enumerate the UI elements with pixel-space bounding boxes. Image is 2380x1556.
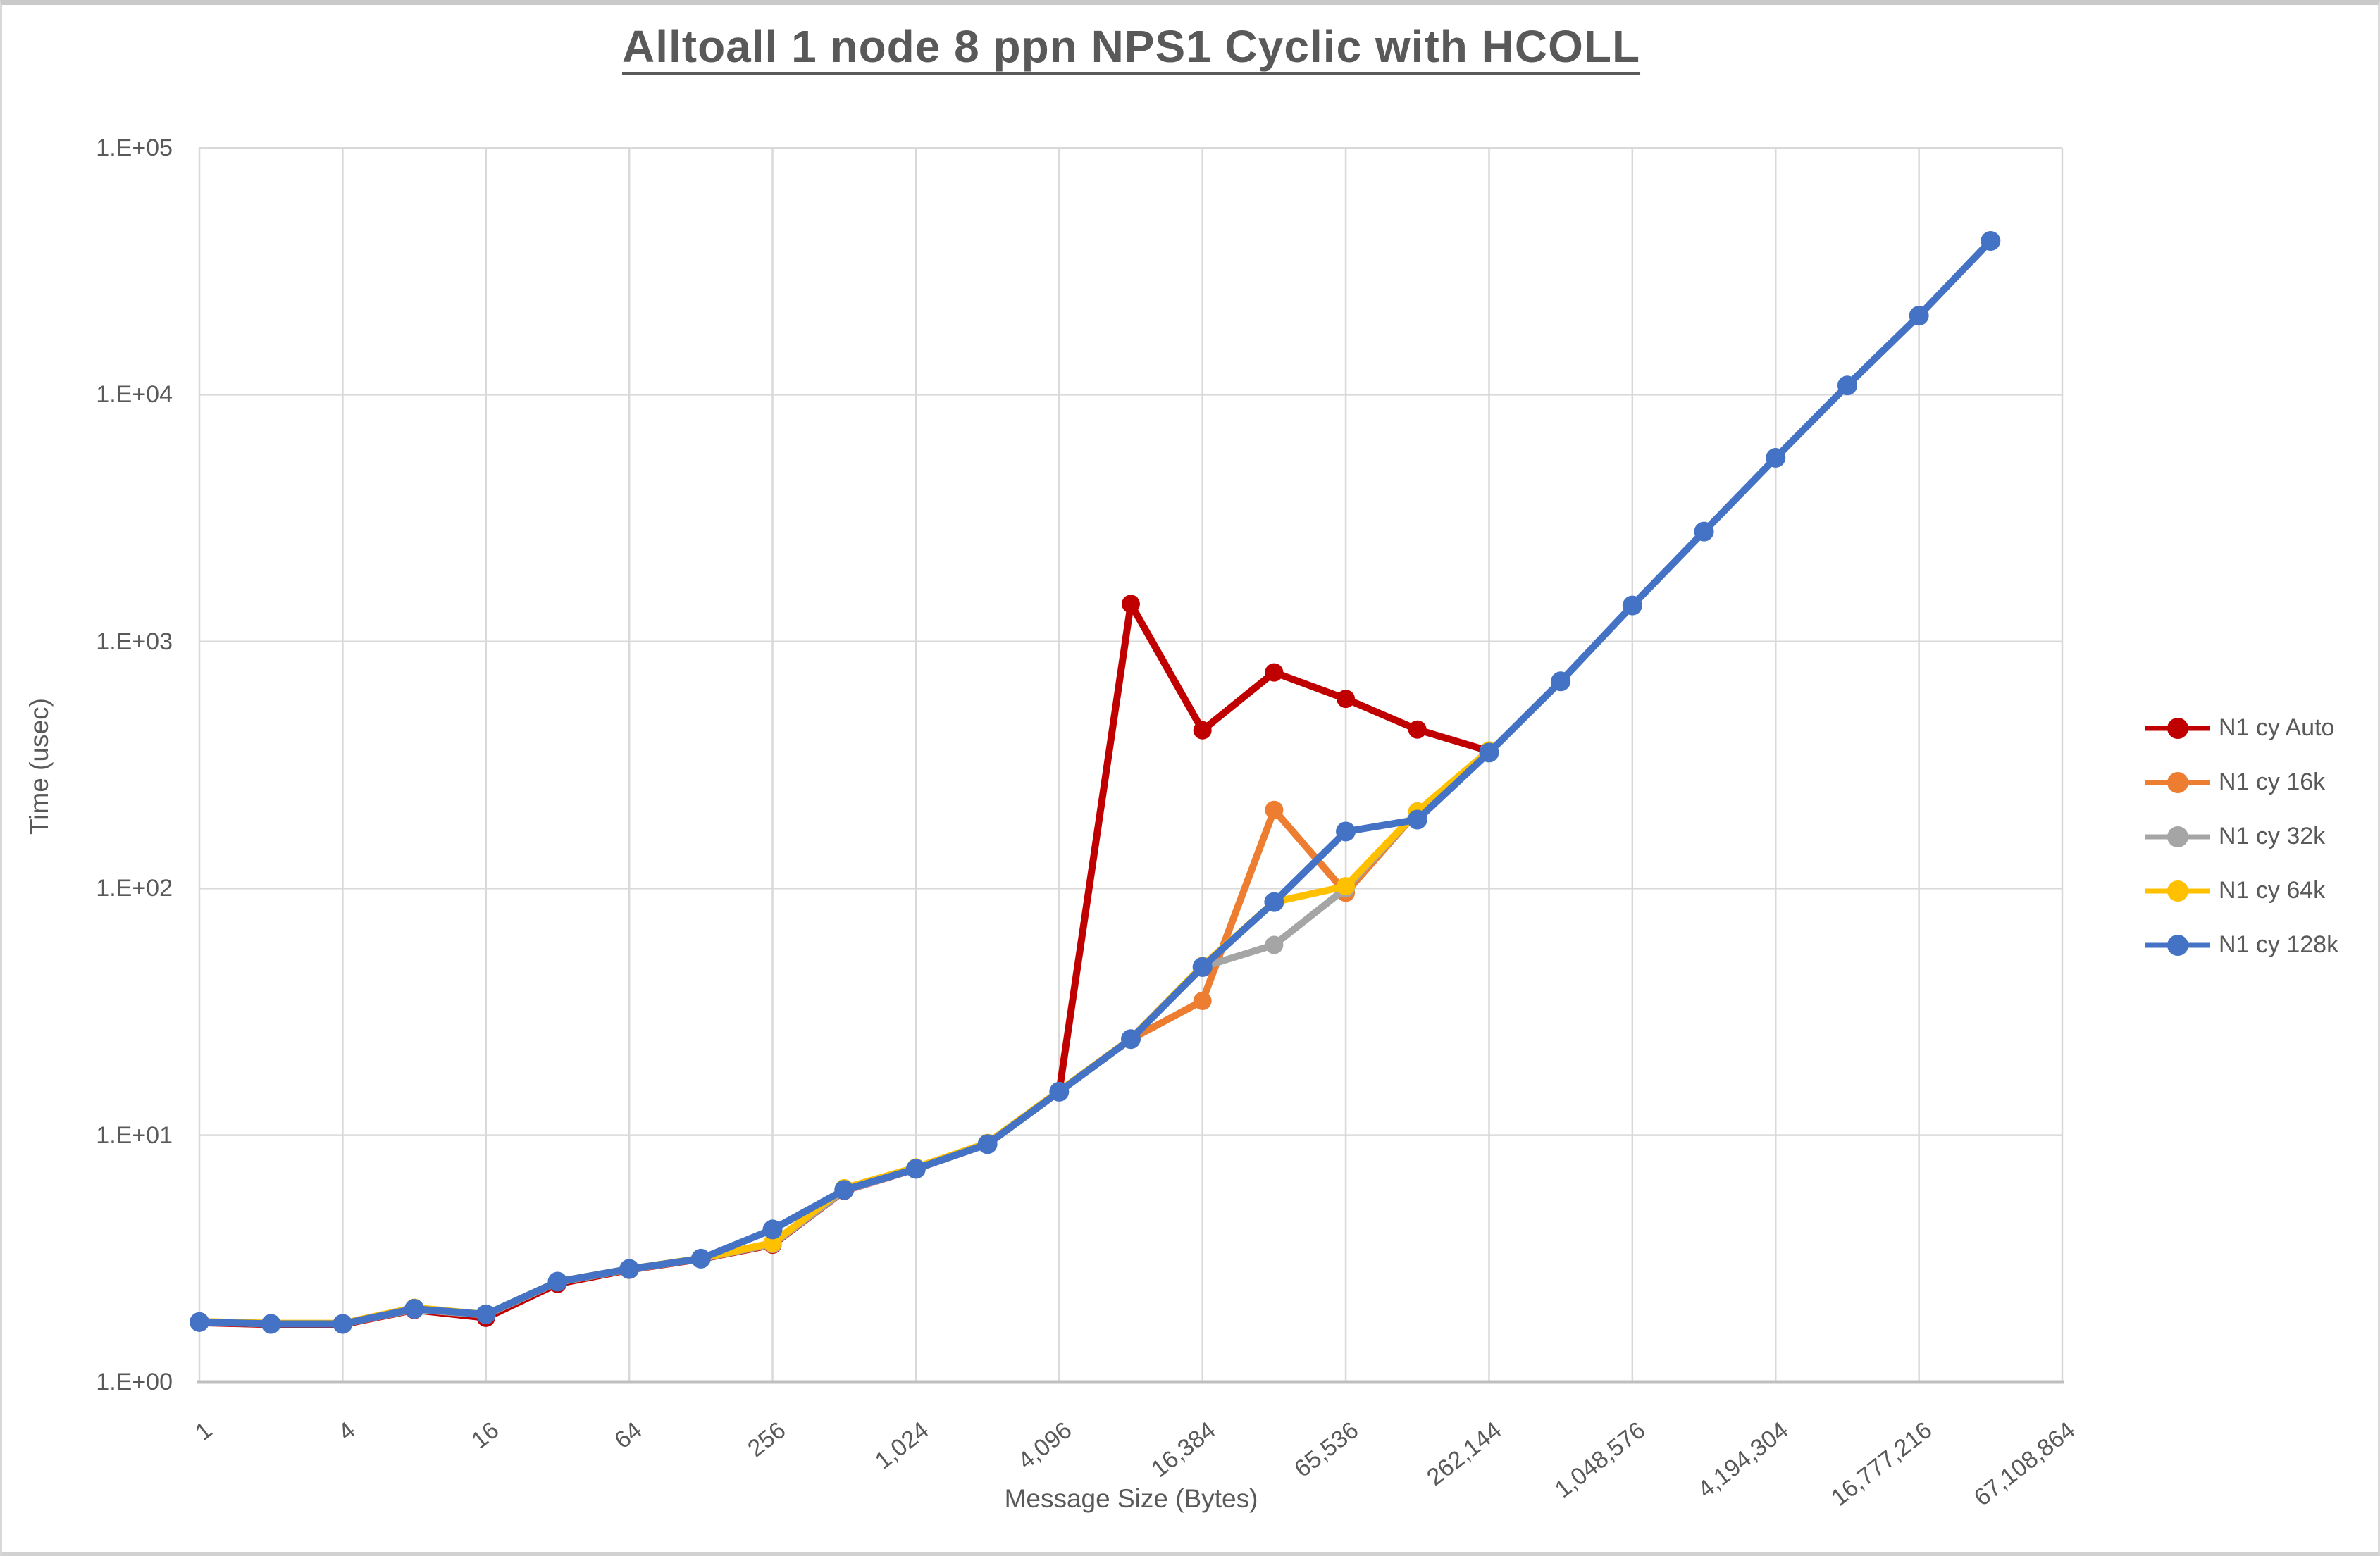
y-tick-label: 1.E+05 <box>96 135 173 161</box>
series-n1-cy-32k[interactable] <box>190 742 1499 1333</box>
data-point[interactable] <box>261 1314 281 1334</box>
data-point[interactable] <box>476 1304 496 1324</box>
legend-label: N1 cy 64k <box>2219 877 2326 904</box>
series-line[interactable] <box>196 747 1493 1328</box>
legend-label: N1 cy 128k <box>2219 931 2339 958</box>
data-point[interactable] <box>547 1271 568 1292</box>
data-point[interactable] <box>763 1233 782 1252</box>
data-point[interactable] <box>1981 231 2001 251</box>
legend-item-n1-cy-32k[interactable]: N1 cy 32k <box>2144 809 2338 864</box>
legend-item-n1-cy-16k[interactable]: N1 cy 16k <box>2144 755 2338 809</box>
data-point[interactable] <box>1766 447 1786 468</box>
legend-label: N1 cy 16k <box>2219 768 2326 795</box>
legend-series-swatch-icon <box>2145 771 2210 793</box>
series-line[interactable] <box>196 237 1995 1328</box>
chart-title: Alltoall 1 node 8 ppn NPS1 Cyclic with H… <box>621 21 1641 72</box>
y-axis-title: Time (usec) <box>25 698 54 835</box>
x-axis-title: Message Size (Bytes) <box>1004 1484 1258 1513</box>
y-tick-label: 1.E+02 <box>96 875 173 902</box>
legend-series-swatch-icon <box>2145 880 2210 902</box>
data-point[interactable] <box>762 1219 783 1240</box>
data-point[interactable] <box>404 1299 425 1319</box>
data-point[interactable] <box>619 1259 640 1279</box>
data-point[interactable] <box>1694 521 1714 542</box>
data-point[interactable] <box>1479 742 1499 763</box>
legend: N1 cy Auto N1 cy 16k N1 cy 32k N1 cy 64k N1 … <box>2144 701 2338 972</box>
data-point[interactable] <box>1264 892 1284 912</box>
plot-area <box>190 147 2064 1384</box>
series-n1-cy-16k[interactable] <box>190 742 1499 1333</box>
data-point[interactable] <box>1337 690 1356 709</box>
data-point[interactable] <box>690 1248 711 1269</box>
data-point[interactable] <box>333 1314 353 1334</box>
legend-series-swatch-icon <box>2145 826 2210 847</box>
data-point[interactable] <box>1622 595 1642 616</box>
data-point[interactable] <box>1551 671 1571 692</box>
data-point[interactable] <box>834 1180 855 1200</box>
legend-series-swatch-icon <box>2145 717 2210 739</box>
data-point[interactable] <box>1193 721 1212 740</box>
data-point[interactable] <box>1265 663 1284 682</box>
series-line[interactable] <box>196 600 1493 1328</box>
data-point[interactable] <box>1909 306 1929 326</box>
data-point[interactable] <box>190 1312 209 1332</box>
y-tick-label: 1.E+00 <box>96 1369 173 1395</box>
data-point[interactable] <box>1408 720 1427 739</box>
legend-label: N1 cy 32k <box>2219 823 2326 849</box>
data-point[interactable] <box>977 1134 998 1154</box>
legend-item-n1-cy-64k[interactable]: N1 cy 64k <box>2144 864 2338 918</box>
data-point[interactable] <box>1336 821 1356 842</box>
y-tick-label: 1.E+03 <box>96 628 173 655</box>
legend-series-swatch-icon <box>2145 934 2210 956</box>
data-point[interactable] <box>905 1159 926 1179</box>
data-point[interactable] <box>1193 991 1212 1010</box>
series-n1-cy-auto[interactable] <box>190 595 1499 1334</box>
y-tick-label: 1.E+04 <box>96 381 173 409</box>
series-n1-cy-128k[interactable] <box>190 231 2001 1334</box>
data-point[interactable] <box>1407 809 1427 830</box>
data-point[interactable] <box>1837 375 1857 396</box>
gridlines <box>198 147 2064 1383</box>
data-point[interactable] <box>1122 595 1140 614</box>
y-tick-label: 1.E+01 <box>96 1121 173 1149</box>
data-point[interactable] <box>1337 877 1356 896</box>
data-point[interactable] <box>1121 1029 1141 1050</box>
legend-item-n1-cy-128k[interactable]: N1 cy 128k <box>2144 918 2338 972</box>
data-point[interactable] <box>1192 957 1213 977</box>
data-point[interactable] <box>1049 1081 1070 1102</box>
data-point[interactable] <box>1265 935 1284 954</box>
legend-label: N1 cy Auto <box>2219 714 2335 741</box>
series-n1-cy-64k[interactable] <box>190 741 1499 1333</box>
data-point[interactable] <box>1265 800 1284 819</box>
legend-item-n1-cy-auto[interactable]: N1 cy Auto <box>2144 701 2338 755</box>
